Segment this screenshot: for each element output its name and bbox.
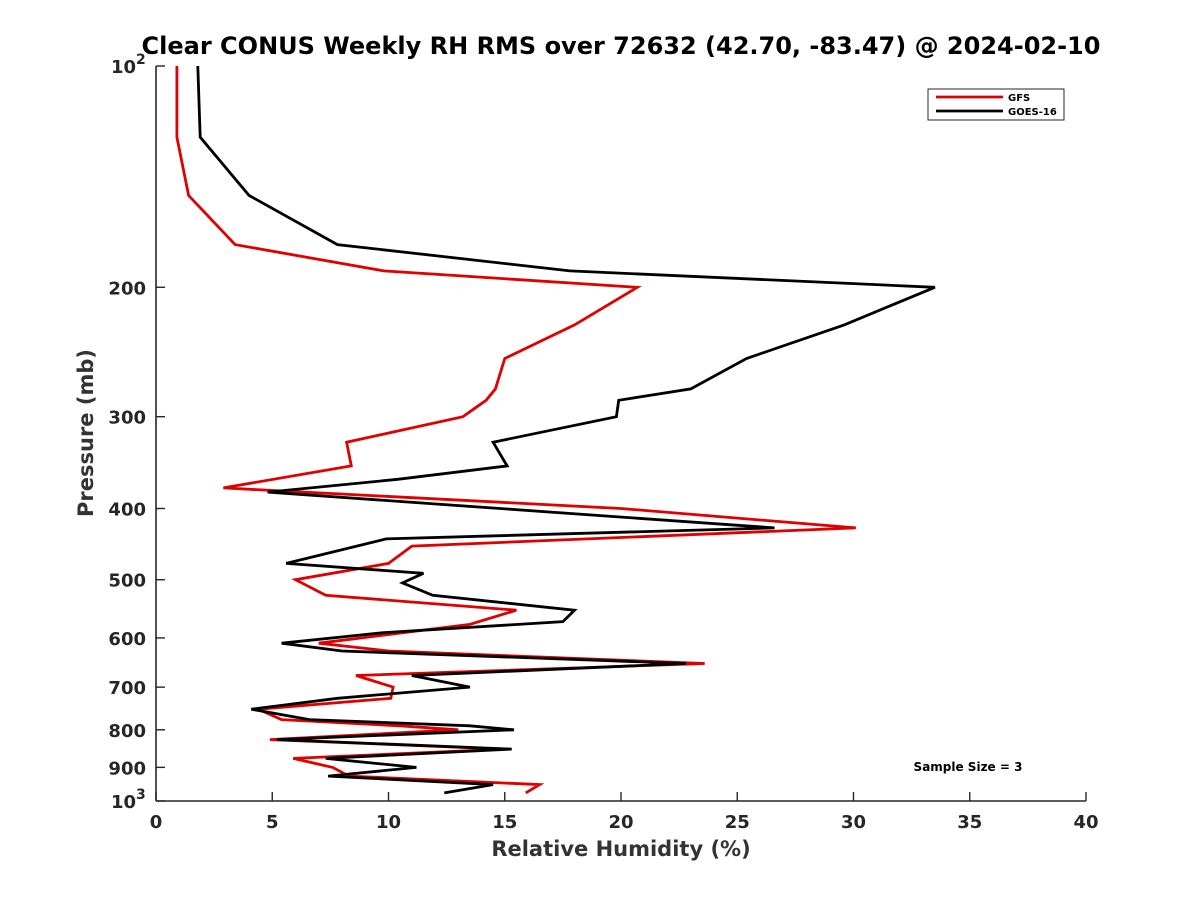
x-tick-label: 10 [376, 812, 401, 833]
y-tick-label-power: 10 [111, 792, 136, 813]
y-tick-label: 800 [108, 721, 146, 742]
y-axis-label: Pressure (mb) [74, 349, 98, 517]
x-tick-label: 30 [841, 812, 866, 833]
x-tick-label: 20 [608, 812, 633, 833]
y-tick-label: 700 [108, 678, 146, 699]
x-tick-label: 35 [957, 812, 982, 833]
legend-box [927, 88, 1065, 121]
x-tick-label: 40 [1073, 812, 1098, 833]
y-tick-label: 900 [108, 758, 146, 779]
legend: GFS GOES-16 [927, 88, 1065, 121]
x-tick-label: 25 [725, 812, 750, 833]
y-tick-label: 200 [108, 278, 146, 299]
y-tick-label: 400 [108, 500, 146, 521]
x-tick-label: 0 [150, 812, 163, 833]
y-tick-label-power: 10 [111, 57, 136, 78]
y-tick-exponent: 2 [136, 52, 146, 68]
x-ticks: 0 5 10 15 20 25 30 35 40 [150, 792, 1099, 833]
y-tick-exponent: 3 [136, 787, 146, 803]
series-layer [175, 65, 936, 795]
y-tick-label: 500 [108, 571, 146, 592]
plot-box [155, 66, 1086, 802]
series-line-goes-16 [196, 65, 936, 795]
x-tick-label: 15 [492, 812, 517, 833]
y-tick-label: 600 [108, 629, 146, 650]
legend-label: GFS [1008, 93, 1030, 104]
y-tick-label: 300 [108, 408, 146, 429]
legend-label: GOES-16 [1008, 107, 1057, 118]
x-tick-label: 5 [266, 812, 279, 833]
sample-size-annotation: Sample Size = 3 [914, 760, 1023, 774]
chart-title: Clear CONUS Weekly RH RMS over 72632 (42… [142, 32, 1101, 60]
series-line-gfs [175, 66, 856, 795]
x-axis-label: Relative Humidity (%) [491, 837, 750, 861]
